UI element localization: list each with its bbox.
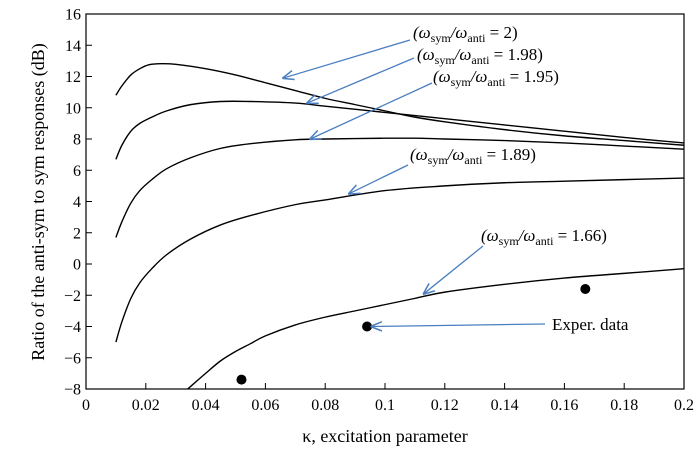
series-annotation-label: (ωsym/ωanti = 1.95) — [433, 67, 559, 89]
y-tick-label: 4 — [73, 194, 81, 211]
x-axis-label: κ, excitation parameter — [302, 426, 468, 446]
y-tick-label: −8 — [64, 382, 81, 399]
y-axis-label: Ratio of the anti-sym to sym responses (… — [28, 43, 49, 360]
series-line-3 — [115, 177, 685, 343]
y-tick-label: 10 — [65, 100, 81, 117]
x-axis-ticks: 0 0.02 0.04 0.06 0.08 0.1 0.12 0.14 0.16 0.18 0.2 — [82, 383, 694, 414]
x-tick-label: 0.16 — [550, 397, 578, 414]
x-tick-label: 0.2 — [674, 397, 694, 414]
annotation-arrow — [424, 245, 484, 294]
x-tick-label: 0.06 — [251, 397, 279, 414]
exper-data-label: Exper. data — [552, 315, 629, 334]
x-tick-label: 0.12 — [431, 397, 459, 414]
y-axis-ticks: 16 14 12 10 8 6 4 2 0 −2 −4 −6 −8 — [64, 7, 92, 399]
series-annotation-label: (ωsym/ωanti = 2) — [413, 23, 518, 45]
y-tick-label: 2 — [73, 225, 81, 242]
series-annotation-label: (ωsym/ωanti = 1.89) — [410, 145, 536, 167]
y-tick-label: 0 — [73, 257, 81, 274]
x-tick-label: 0.1 — [375, 397, 395, 414]
series-line-2 — [115, 137, 685, 238]
annotation-arrow — [307, 57, 415, 103]
exper-data-point — [236, 374, 247, 385]
x-tick-label: 0.04 — [192, 397, 220, 414]
series-lines — [115, 62, 685, 390]
x-tick-label: 0.02 — [132, 397, 160, 414]
y-tick-label: 14 — [65, 38, 81, 55]
x-tick-label: 0.14 — [491, 397, 519, 414]
series-line-1 — [115, 100, 685, 160]
y-tick-label: −6 — [64, 350, 81, 367]
annotations: (ωsym/ωanti = 2)(ωsym/ωanti = 1.98)(ωsym… — [283, 23, 629, 334]
exper-data-point — [580, 284, 591, 294]
experimental-points — [236, 284, 591, 385]
annotation-arrow — [283, 39, 411, 78]
series-line-4 — [187, 267, 685, 390]
series-annotation-label: (ωsym/ωanti = 1.98) — [417, 45, 543, 67]
annotation-arrow — [310, 82, 433, 139]
exper-data-point — [362, 321, 373, 332]
y-tick-label: 12 — [65, 69, 81, 86]
x-tick-label: 0 — [82, 397, 90, 414]
series-annotation-label: (ωsym/ωanti = 1.66) — [481, 226, 607, 248]
exper-data-arrow — [372, 324, 546, 327]
y-tick-label: 8 — [73, 132, 81, 149]
series-line-0 — [115, 62, 685, 146]
x-tick-label: 0.08 — [311, 397, 339, 414]
annotation-arrow — [349, 164, 409, 194]
y-tick-label: 6 — [73, 163, 81, 180]
y-tick-label: −4 — [64, 319, 81, 336]
x-tick-label: 0.18 — [610, 397, 638, 414]
y-tick-label: −2 — [64, 288, 81, 305]
y-tick-label: 16 — [65, 7, 81, 24]
